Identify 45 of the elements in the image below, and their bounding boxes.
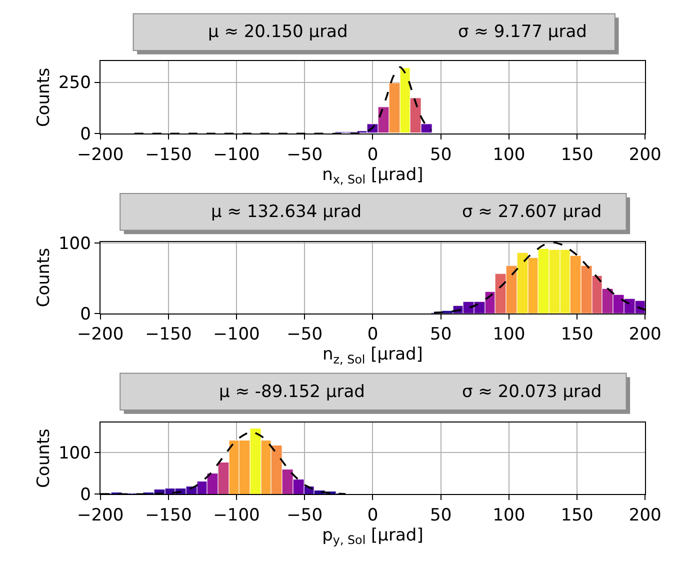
x-tick-label: −150 xyxy=(145,324,192,345)
y-tick-label: 0 xyxy=(80,304,91,324)
x-tick-label: 0 xyxy=(367,145,378,166)
y-tick-label: 250 xyxy=(58,73,91,94)
text: σ ≈ 9.177 μrad xyxy=(458,22,587,42)
x-tick-label: −200 xyxy=(76,145,124,166)
y-axis-title: Counts xyxy=(34,248,54,308)
y-tick-label: 100 xyxy=(58,234,91,254)
y-axis-title: Counts xyxy=(34,68,54,128)
x-tick-label: −200 xyxy=(76,324,124,345)
text: σ ≈ 20.073 μrad xyxy=(462,382,602,402)
x-tick-label: 50 xyxy=(430,145,452,166)
text: μ ≈ 132.634 μrad xyxy=(211,202,362,222)
x-axis-title: n$_{x, Sol}$ [μrad] xyxy=(322,165,424,187)
x-tick-label: 0 xyxy=(367,505,378,526)
x-tick-label: 50 xyxy=(430,324,452,345)
x-tick-label: 200 xyxy=(628,324,662,345)
x-tick-label: −100 xyxy=(213,324,260,345)
y-tick-label: 0 xyxy=(80,484,91,505)
x-tick-label: −150 xyxy=(145,145,192,166)
x-axis-title: n$_{z, Sol}$ [μrad] xyxy=(322,344,423,366)
text: μ ≈ 20.150 μrad xyxy=(208,22,348,42)
x-tick-label: 150 xyxy=(560,145,594,166)
text: μ ≈ -89.152 μrad xyxy=(219,382,365,402)
x-tick-label: −100 xyxy=(213,505,260,526)
x-tick-label: 200 xyxy=(628,145,662,166)
x-tick-label: 150 xyxy=(560,324,594,345)
x-tick-label: −150 xyxy=(145,505,192,526)
y-axis-title: Counts xyxy=(34,428,54,488)
text: σ ≈ 27.607 μrad xyxy=(462,202,602,222)
x-tick-label: −50 xyxy=(286,324,323,345)
y-tick-label: 100 xyxy=(58,443,91,464)
x-tick-label: −50 xyxy=(286,505,323,526)
x-axis-title: p$_{y, Sol}$ [μrad] xyxy=(322,525,424,547)
x-tick-label: 100 xyxy=(492,505,526,526)
x-tick-label: 0 xyxy=(367,324,378,345)
x-tick-label: −100 xyxy=(213,145,260,166)
x-tick-label: 200 xyxy=(628,505,662,526)
x-tick-label: 150 xyxy=(560,505,594,526)
y-tick-label: 0 xyxy=(80,124,91,145)
x-tick-label: 100 xyxy=(492,324,526,345)
x-tick-label: 50 xyxy=(430,505,452,526)
x-tick-label: 100 xyxy=(492,145,526,166)
x-tick-label: −200 xyxy=(76,505,124,526)
x-tick-label: −50 xyxy=(286,145,323,166)
